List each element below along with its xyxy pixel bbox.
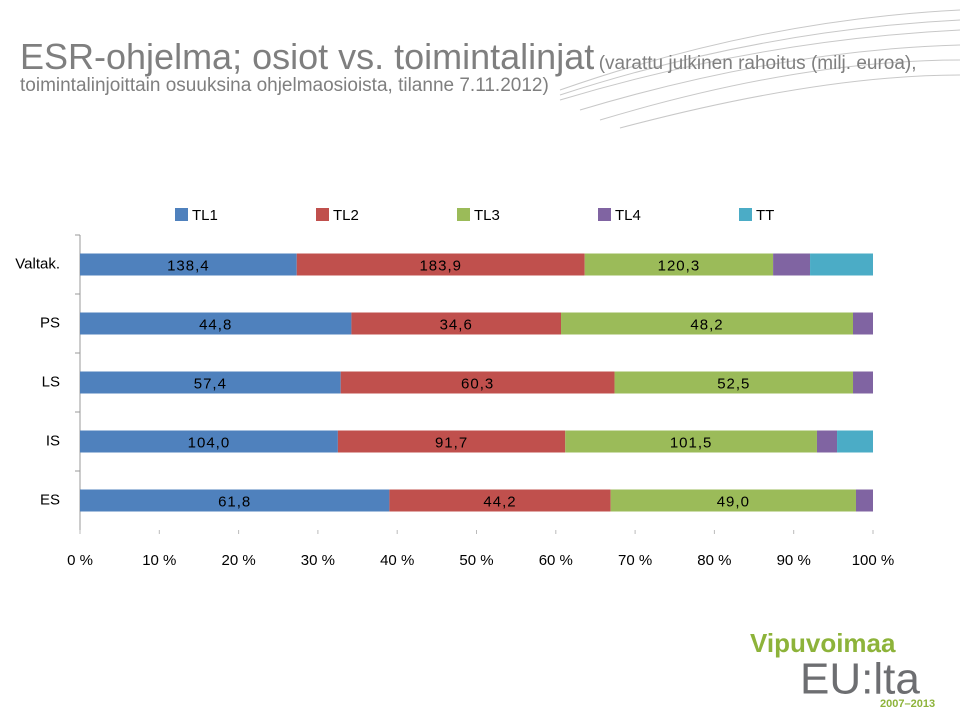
x-tick-label: 80 % xyxy=(697,552,731,569)
bar-segment xyxy=(80,371,341,394)
value-label: 48,2 xyxy=(690,316,723,333)
bar-segment xyxy=(340,371,615,394)
bar-segment xyxy=(810,253,873,276)
x-tick-label: 50 % xyxy=(459,552,493,569)
bar-segment xyxy=(296,253,585,276)
legend-swatch xyxy=(739,208,752,221)
value-label: 138,4 xyxy=(167,257,210,274)
x-tick-label: 10 % xyxy=(142,552,176,569)
y-tick-label: IS xyxy=(46,432,60,449)
legend-swatch xyxy=(175,208,188,221)
value-label: 104,0 xyxy=(188,434,231,451)
x-tick-label: 100 % xyxy=(852,552,895,569)
y-tick-label: LS xyxy=(42,373,60,390)
y-tick-label: PS xyxy=(40,314,60,331)
bar-segment xyxy=(837,430,873,453)
legend-label: TT xyxy=(756,207,774,224)
bar-segment xyxy=(351,312,562,335)
bar-segment xyxy=(855,489,873,512)
value-label: 57,4 xyxy=(194,375,227,392)
logo-name: Vipuvoimaa xyxy=(750,628,896,658)
bar-segment xyxy=(614,371,854,394)
bar-segment xyxy=(584,253,774,276)
value-label: 61,8 xyxy=(218,493,251,510)
legend-label: TL3 xyxy=(474,207,500,224)
bar-segment xyxy=(80,430,338,453)
legend-swatch xyxy=(598,208,611,221)
legend-swatch xyxy=(316,208,329,221)
value-label: 49,0 xyxy=(717,493,750,510)
bar-segment xyxy=(610,489,856,512)
x-tick-label: 0 % xyxy=(67,552,93,569)
bar-segment xyxy=(853,371,873,394)
bar-segment xyxy=(565,430,817,453)
x-tick-label: 70 % xyxy=(618,552,652,569)
bar-segment xyxy=(389,489,611,512)
logo-sub: EU:lta xyxy=(800,655,920,704)
value-label: 52,5 xyxy=(717,375,750,392)
bar-segment xyxy=(773,253,811,276)
bar-segment xyxy=(561,312,854,335)
value-label: 183,9 xyxy=(419,257,462,274)
value-label: 44,2 xyxy=(483,493,516,510)
value-label: 101,5 xyxy=(670,434,713,451)
x-tick-label: 20 % xyxy=(221,552,255,569)
value-label: 34,6 xyxy=(440,316,473,333)
y-tick-label: Valtak. xyxy=(15,255,60,272)
logo-years: 2007–2013 xyxy=(880,698,935,710)
decor xyxy=(559,9,960,129)
header: ESR-ohjelma; osiot vs. toimintalinjat (v… xyxy=(20,38,920,96)
bar-segment xyxy=(80,312,352,335)
chart-title: ESR-ohjelma; osiot vs. toimintalinjat xyxy=(20,36,595,77)
y-tick-label: ES xyxy=(40,491,60,508)
x-tick-label: 60 % xyxy=(539,552,573,569)
bar-segment xyxy=(853,312,873,335)
bar-segment xyxy=(80,489,390,512)
value-label: 44,8 xyxy=(199,316,232,333)
bar-segment xyxy=(80,253,297,276)
legend-label: TL2 xyxy=(333,207,359,224)
x-tick-label: 40 % xyxy=(380,552,414,569)
x-tick-label: 90 % xyxy=(777,552,811,569)
value-label: 120,3 xyxy=(658,257,701,274)
value-label: 91,7 xyxy=(435,434,468,451)
bar-segment xyxy=(337,430,566,453)
legend-label: TL1 xyxy=(192,207,218,224)
bar-segment xyxy=(816,430,838,453)
legend-swatch xyxy=(457,208,470,221)
legend-label: TL4 xyxy=(615,207,641,224)
chart-subtitle: (varattu julkinen rahoitus (milj. euroa)… xyxy=(20,53,917,96)
x-tick-label: 30 % xyxy=(301,552,335,569)
value-label: 60,3 xyxy=(461,375,494,392)
